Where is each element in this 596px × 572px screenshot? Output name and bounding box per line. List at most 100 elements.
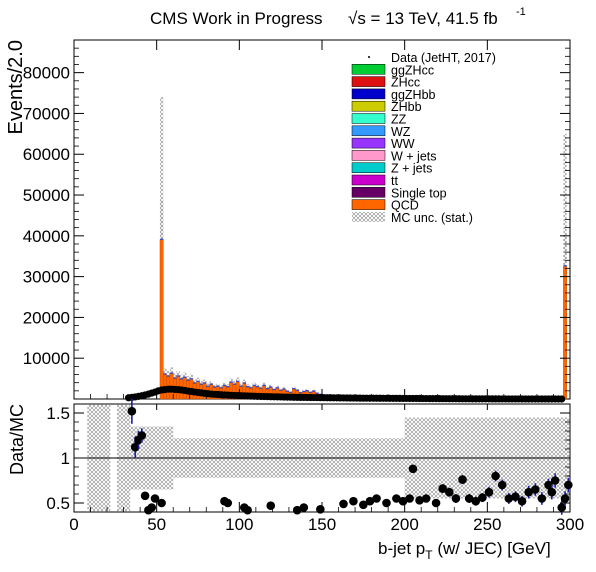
ratio-point (137, 431, 147, 440)
legend-label: MC unc. (stat.) (391, 211, 473, 225)
ratio-point (405, 494, 414, 503)
ratio-y-tick-label: 1.5 (46, 404, 70, 423)
mc-unc-bin (255, 384, 260, 388)
main-y-tick-label: 70000 (23, 104, 70, 123)
main-y-tick-label: 20000 (23, 308, 70, 327)
stack-top-bar (272, 388, 276, 391)
ratio-point (292, 505, 302, 515)
ratio-point (382, 498, 391, 508)
ratio-point (560, 494, 570, 503)
mc-unc-bin (176, 370, 180, 377)
legend-swatch (351, 174, 386, 186)
ratio-point (438, 484, 447, 493)
legend-swatch (351, 100, 386, 112)
main-frame (73, 39, 571, 400)
ratio-point (339, 499, 348, 509)
ratio-point (544, 480, 553, 490)
ratio-point (365, 496, 375, 506)
mc-unc-bin (186, 376, 190, 381)
stack-top-bar (315, 392, 319, 394)
mc-unc-bin (242, 379, 246, 384)
mc-unc-bin (202, 379, 207, 384)
ratio-panel: 0.5 1 1.5 Data/MC (7, 398, 573, 515)
mc-unc-bin (265, 386, 270, 390)
stack-top-bar (288, 391, 293, 393)
ratio-point (471, 496, 481, 506)
stack-top-bar (193, 382, 197, 384)
stack-top-bar (563, 265, 567, 267)
stack-top-bar (252, 384, 256, 386)
main-y-tick-label: 10000 (23, 349, 70, 368)
stack-top-bar (226, 385, 230, 388)
ratio-y-axis: 0.5 1 1.5 (46, 404, 570, 513)
legend-swatch (351, 76, 386, 87)
stack-top-bar (173, 377, 177, 379)
legend-label: Data (JetHT, 2017) (391, 51, 496, 65)
stack-top-bar (209, 383, 213, 385)
mc-unc-bin (199, 381, 203, 385)
stack-top-bar (163, 373, 167, 375)
ratio-point (372, 494, 381, 503)
mc-unc-bin (249, 385, 253, 389)
ratio-point (497, 480, 507, 490)
legend-swatch (351, 150, 386, 161)
plot-title: CMS Work in Progress (150, 9, 323, 28)
qcd-bar (563, 266, 567, 400)
ratio-y-tick-label: 1 (61, 449, 70, 468)
stack-top-bar (308, 391, 313, 393)
stack-top-bar (279, 389, 283, 391)
legend-marker (368, 56, 370, 58)
stack-top-bar (219, 387, 223, 389)
stack-top-bar (212, 386, 217, 388)
stack-top-bar (292, 388, 296, 390)
stack-top-bar (239, 385, 243, 387)
main-y-axis-label: Events/2.0 (5, 40, 27, 135)
main-y-tick-label: 80000 (23, 64, 70, 83)
mc-unc-bin (229, 378, 233, 383)
ratio-point (524, 487, 533, 497)
ratio-point (530, 485, 540, 494)
mc-unc-bin (239, 383, 243, 387)
stack-top-bar (236, 380, 240, 382)
qcd-bar (159, 239, 164, 400)
legend-swatch (351, 88, 386, 100)
ratio-y-tick-label: 0.5 (46, 494, 70, 513)
mc-unc-bin (169, 367, 174, 374)
main-y-tick-label: 50000 (23, 186, 70, 205)
stack-top-bar (298, 392, 303, 394)
legend-swatch (351, 125, 386, 137)
stack-top-bar (255, 385, 260, 388)
energy-lumi-label: √s = 13 TeV, 41.5 fb (348, 9, 498, 28)
stack-top-bar (232, 383, 237, 385)
stack-top-bar (269, 386, 273, 388)
stack-top-bar (259, 387, 263, 389)
stack-top-bar (242, 382, 246, 384)
ratio-point (537, 494, 547, 503)
legend-label: tt (391, 174, 398, 188)
ratio-point (223, 498, 233, 508)
ratio-point (478, 493, 487, 502)
legend-label: WW (391, 137, 415, 151)
mc-unc-bin (163, 368, 167, 375)
legend-label: Single top (391, 186, 447, 200)
ratio-point (140, 491, 150, 501)
mc-unc-bin (193, 379, 197, 384)
ratio-point (349, 496, 358, 506)
ratio-point (517, 496, 527, 506)
ratio-point (504, 494, 514, 503)
x-tick-label: 150 (308, 515, 336, 534)
legend-swatch (351, 199, 386, 210)
mc-unc-bin (259, 386, 263, 389)
stack-top-bar (196, 380, 200, 382)
stack-top-bar (305, 390, 309, 392)
ratio-point (316, 505, 325, 514)
ratio-point (458, 475, 467, 484)
main-y-tick-label: 60000 (23, 145, 70, 164)
stack-top-bar (176, 375, 180, 377)
legend-label: QCD (391, 199, 419, 213)
x-tick-label: 50 (147, 515, 166, 534)
mc-unc-bin (226, 384, 230, 388)
legend-label: WZ (391, 125, 411, 139)
ratio-point (243, 505, 252, 515)
ratio-point (491, 471, 500, 481)
